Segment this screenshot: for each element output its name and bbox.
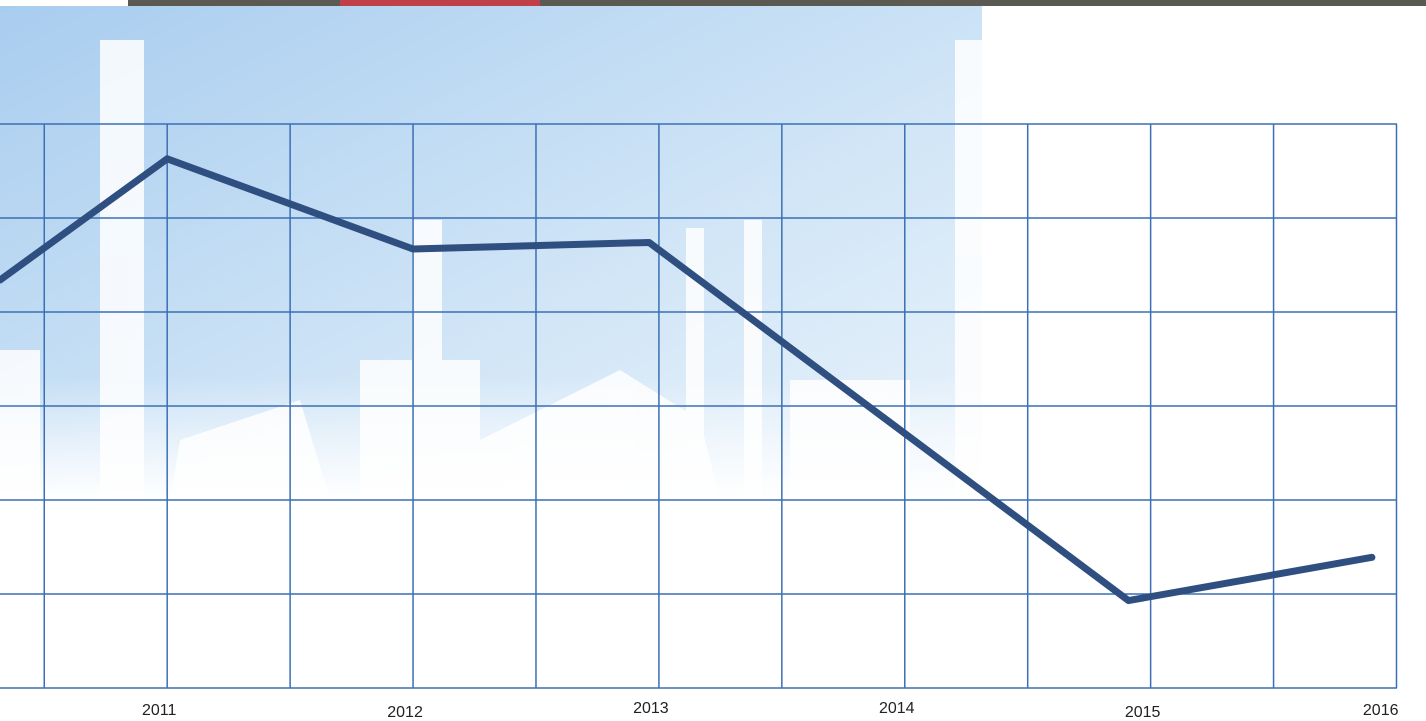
x-tick-label: 2014 bbox=[879, 700, 915, 717]
x-tick-label: 2013 bbox=[633, 700, 669, 717]
x-tick-label: 2011 bbox=[142, 702, 177, 719]
x-tick-label: 2012 bbox=[387, 704, 423, 721]
data-line bbox=[0, 155, 1376, 605]
x-tick-label: 2015 bbox=[1125, 704, 1161, 721]
photo-strip-red bbox=[340, 0, 540, 6]
plot: 2011 2012 2013 2014 2015 2016 bbox=[0, 155, 1399, 721]
x-tick-label: 2016 bbox=[1363, 702, 1399, 719]
background-fade bbox=[0, 6, 982, 500]
photo-strip bbox=[128, 0, 1426, 6]
